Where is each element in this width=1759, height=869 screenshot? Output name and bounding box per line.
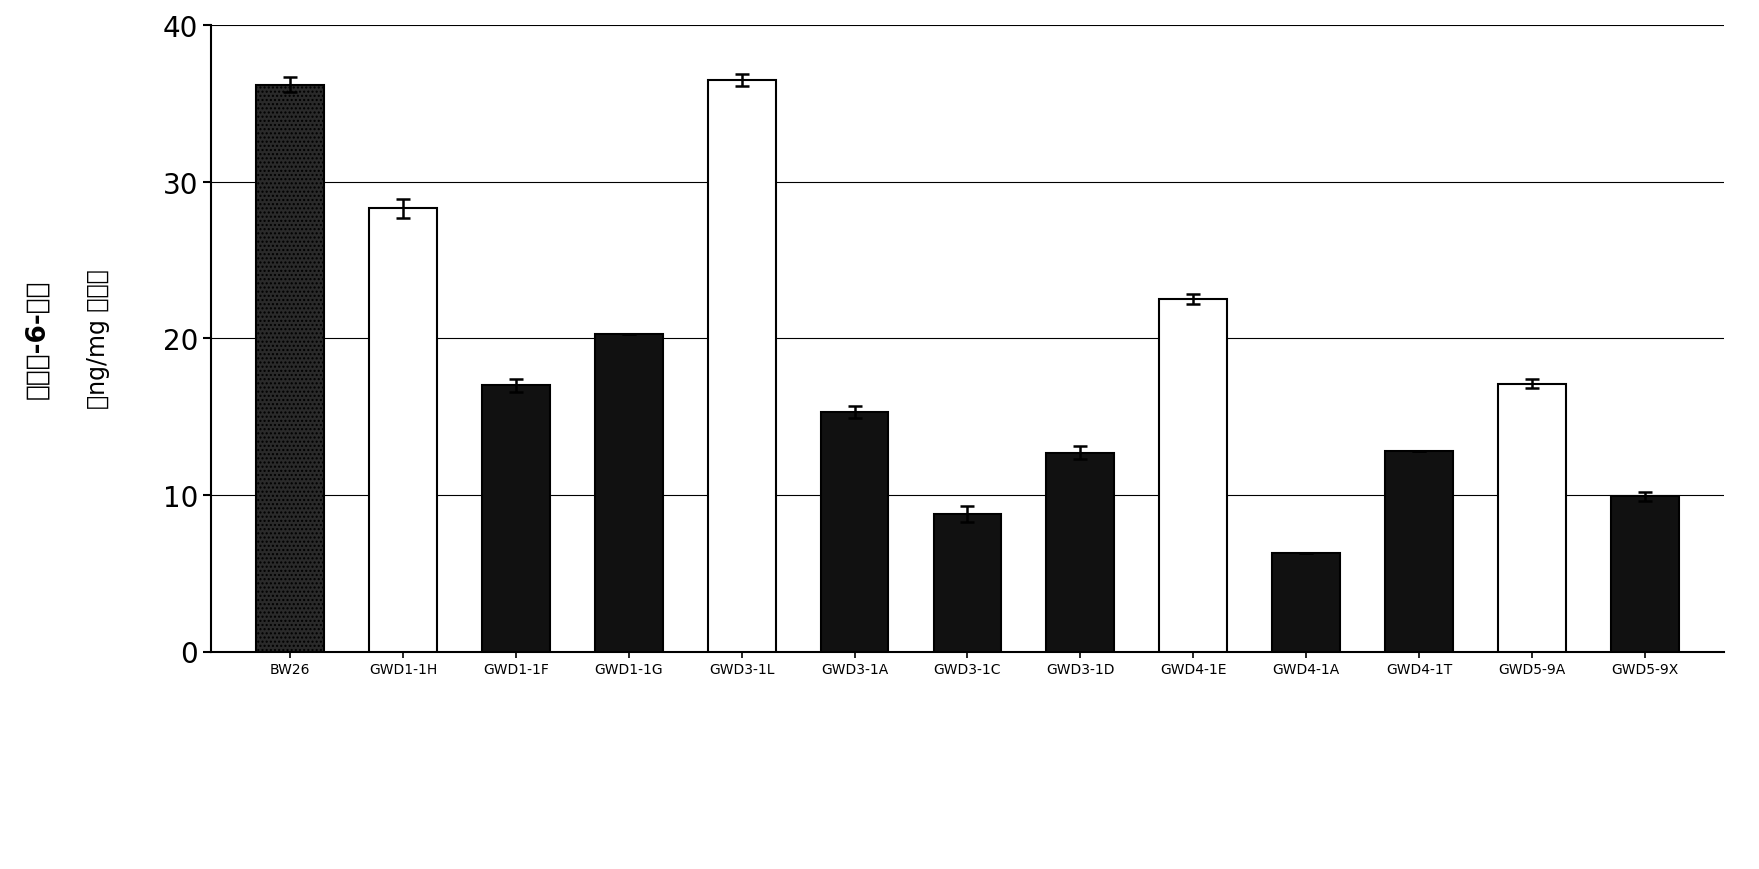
Bar (1611, 497, 1678, 652)
Bar (1047, 453, 1113, 652)
Bar (1384, 452, 1453, 652)
Bar (1159, 300, 1228, 652)
Bar (934, 514, 1001, 652)
Bar (595, 335, 663, 652)
Bar (1499, 384, 1566, 652)
Text: 葡萄糖-6-磷酸: 葡萄糖-6-磷酸 (25, 279, 49, 399)
Bar (707, 81, 776, 652)
Bar (257, 85, 324, 652)
Bar (1272, 554, 1340, 652)
Text: （ng/mg 淠粉）: （ng/mg 淠粉） (86, 269, 109, 408)
Bar (369, 209, 436, 652)
Bar (821, 413, 888, 652)
Bar (482, 386, 551, 652)
